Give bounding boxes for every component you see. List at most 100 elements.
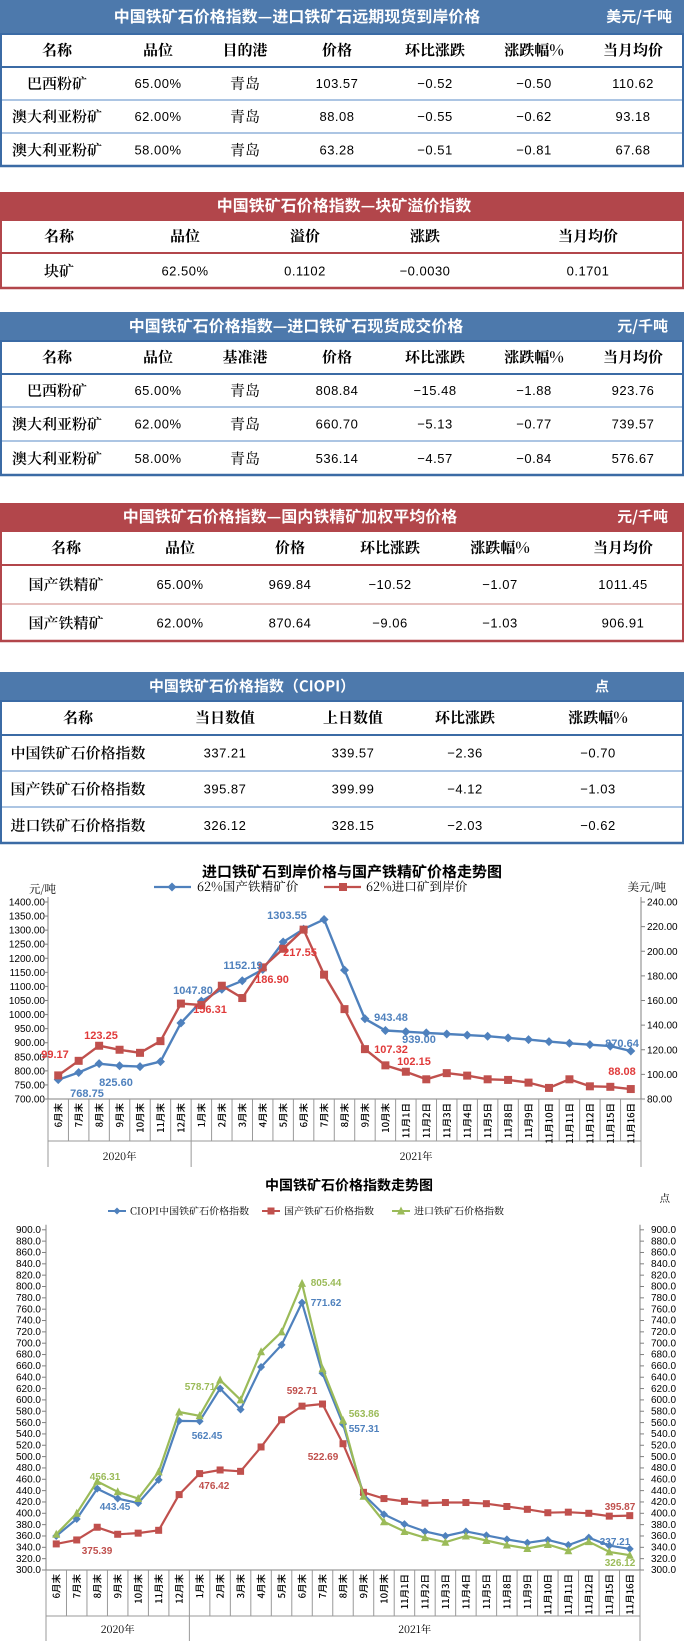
svg-text:186.90: 186.90 <box>255 974 289 986</box>
svg-text:580.0: 580.0 <box>651 1406 676 1417</box>
svg-text:739.57: 739.57 <box>612 417 655 432</box>
svg-text:103.57: 103.57 <box>316 76 359 91</box>
svg-text:380.0: 380.0 <box>651 1520 676 1531</box>
svg-text:−1.07: −1.07 <box>482 577 517 592</box>
svg-text:100.00: 100.00 <box>647 1070 678 1081</box>
svg-text:65.00%: 65.00% <box>156 577 203 592</box>
svg-text:680.0: 680.0 <box>16 1350 41 1361</box>
svg-text:399.99: 399.99 <box>332 782 375 797</box>
svg-text:107.32: 107.32 <box>374 1044 408 1056</box>
svg-text:780.0: 780.0 <box>651 1293 676 1304</box>
svg-text:337.21: 337.21 <box>204 746 247 761</box>
svg-text:906.91: 906.91 <box>602 616 645 631</box>
svg-text:65.00%: 65.00% <box>134 383 181 398</box>
svg-text:720.0: 720.0 <box>16 1327 41 1338</box>
svg-text:620.0: 620.0 <box>16 1384 41 1395</box>
svg-text:580.0: 580.0 <box>16 1406 41 1417</box>
svg-text:840.0: 840.0 <box>651 1259 676 1270</box>
svg-text:−0.84: −0.84 <box>516 451 551 466</box>
svg-text:460.0: 460.0 <box>651 1474 676 1485</box>
svg-text:522.69: 522.69 <box>308 1452 339 1463</box>
svg-text:620.0: 620.0 <box>651 1384 676 1395</box>
svg-text:380.0: 380.0 <box>16 1520 41 1531</box>
svg-text:700.00: 700.00 <box>14 1095 45 1106</box>
svg-text:−0.51: −0.51 <box>417 143 452 158</box>
svg-text:808.84: 808.84 <box>316 383 359 398</box>
svg-text:99.17: 99.17 <box>41 1049 69 1061</box>
svg-text:540.0: 540.0 <box>16 1429 41 1440</box>
svg-text:375.39: 375.39 <box>82 1546 113 1557</box>
svg-text:−0.81: −0.81 <box>516 143 551 158</box>
svg-text:−1.88: −1.88 <box>516 383 551 398</box>
svg-text:−0.70: −0.70 <box>580 746 615 761</box>
svg-text:−1.03: −1.03 <box>580 782 615 797</box>
svg-text:440.0: 440.0 <box>651 1486 676 1497</box>
svg-text:760.0: 760.0 <box>651 1304 676 1315</box>
svg-text:700.0: 700.0 <box>651 1338 676 1349</box>
svg-text:500.0: 500.0 <box>16 1452 41 1463</box>
svg-text:80.00: 80.00 <box>647 1095 672 1106</box>
svg-text:−1.03: −1.03 <box>482 616 517 631</box>
svg-text:63.28: 63.28 <box>319 143 354 158</box>
svg-text:110.62: 110.62 <box>612 76 654 91</box>
svg-text:156.31: 156.31 <box>193 1004 227 1016</box>
svg-text:−0.62: −0.62 <box>580 818 615 833</box>
svg-text:440.0: 440.0 <box>16 1486 41 1497</box>
svg-text:520.0: 520.0 <box>16 1440 41 1451</box>
svg-text:120.00: 120.00 <box>647 1045 678 1056</box>
svg-text:805.44: 805.44 <box>311 1278 342 1289</box>
svg-text:700.0: 700.0 <box>16 1338 41 1349</box>
svg-text:180.00: 180.00 <box>647 971 678 982</box>
svg-text:−2.36: −2.36 <box>447 746 482 761</box>
svg-text:102.15: 102.15 <box>397 1056 431 1068</box>
svg-text:880.0: 880.0 <box>16 1236 41 1247</box>
svg-text:560.0: 560.0 <box>651 1418 676 1429</box>
svg-text:820.0: 820.0 <box>16 1270 41 1281</box>
svg-text:640.0: 640.0 <box>16 1372 41 1383</box>
svg-text:870.64: 870.64 <box>269 616 312 631</box>
svg-text:−10.52: −10.52 <box>368 577 411 592</box>
svg-text:740.0: 740.0 <box>16 1316 41 1327</box>
svg-text:1400.00: 1400.00 <box>9 898 46 909</box>
svg-text:820.0: 820.0 <box>651 1270 676 1281</box>
svg-text:400.0: 400.0 <box>651 1509 676 1520</box>
svg-text:540.0: 540.0 <box>651 1429 676 1440</box>
svg-text:1200.00: 1200.00 <box>9 954 46 965</box>
svg-text:1100.00: 1100.00 <box>10 982 46 993</box>
svg-text:0.1102: 0.1102 <box>284 264 326 279</box>
svg-text:420.0: 420.0 <box>651 1497 676 1508</box>
svg-text:320.0: 320.0 <box>651 1554 676 1565</box>
svg-text:950.00: 950.00 <box>14 1024 45 1035</box>
svg-text:660.0: 660.0 <box>16 1361 41 1372</box>
svg-text:−4.12: −4.12 <box>447 782 482 797</box>
svg-text:456.31: 456.31 <box>90 1472 121 1483</box>
svg-text:460.0: 460.0 <box>16 1474 41 1485</box>
svg-text:750.00: 750.00 <box>14 1080 45 1091</box>
svg-text:592.71: 592.71 <box>287 1386 318 1397</box>
svg-text:88.08: 88.08 <box>608 1066 636 1078</box>
svg-text:−0.52: −0.52 <box>417 76 452 91</box>
svg-text:300.0: 300.0 <box>651 1565 676 1576</box>
svg-text:67.68: 67.68 <box>615 143 650 158</box>
svg-text:240.00: 240.00 <box>647 898 678 909</box>
svg-text:800.0: 800.0 <box>651 1282 676 1293</box>
svg-text:−5.13: −5.13 <box>417 417 452 432</box>
svg-text:62.00%: 62.00% <box>134 417 181 432</box>
svg-text:65.00%: 65.00% <box>134 76 181 91</box>
svg-text:−0.0030: −0.0030 <box>400 264 451 279</box>
svg-text:576.67: 576.67 <box>612 451 655 466</box>
svg-text:395.87: 395.87 <box>605 1502 636 1513</box>
svg-text:58.00%: 58.00% <box>134 451 181 466</box>
svg-text:340.0: 340.0 <box>16 1543 41 1554</box>
svg-text:840.0: 840.0 <box>16 1259 41 1270</box>
svg-text:220.00: 220.00 <box>647 922 678 933</box>
svg-text:557.31: 557.31 <box>349 1424 380 1435</box>
svg-text:395.87: 395.87 <box>204 782 247 797</box>
svg-text:123.25: 123.25 <box>84 1030 118 1042</box>
svg-text:1303.55: 1303.55 <box>267 910 307 922</box>
svg-text:880.0: 880.0 <box>651 1236 676 1247</box>
svg-text:680.0: 680.0 <box>651 1350 676 1361</box>
svg-text:600.0: 600.0 <box>16 1395 41 1406</box>
svg-text:337.21: 337.21 <box>600 1537 631 1548</box>
svg-text:1152.19: 1152.19 <box>223 960 262 972</box>
